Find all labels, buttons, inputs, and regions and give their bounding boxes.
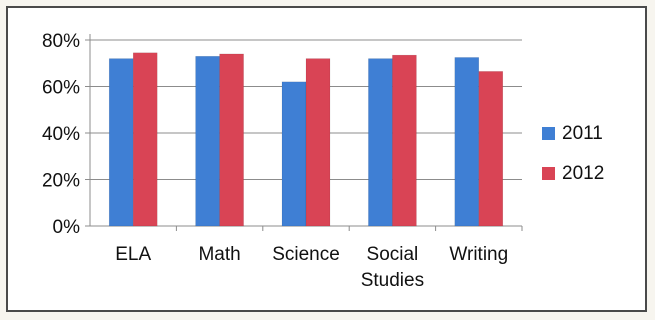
y-tick-label: 40% bbox=[42, 124, 80, 145]
x-axis-category-labels: ELA Math Science Social Studies Writing bbox=[115, 244, 508, 291]
legend-swatch-2011 bbox=[542, 127, 555, 140]
x-category-label: Science bbox=[272, 244, 340, 265]
bar-2012-writing bbox=[478, 71, 504, 227]
bars bbox=[108, 52, 504, 227]
x-category-label: Writing bbox=[449, 244, 508, 265]
y-tick-label: 60% bbox=[42, 78, 80, 99]
x-category-label: Social bbox=[367, 244, 419, 265]
x-category-label: Math bbox=[198, 244, 240, 265]
y-tick-label: 20% bbox=[42, 171, 80, 192]
chart-frame: 0% 20% 40% 60% 80% ELA Math Science Social Studi… bbox=[6, 6, 647, 312]
bar-2012-science bbox=[305, 58, 331, 227]
bar-2011-science bbox=[281, 81, 307, 227]
bar-2011-ela bbox=[108, 58, 134, 227]
y-tick-label: 80% bbox=[42, 31, 80, 52]
legend: 2011 2012 bbox=[542, 123, 604, 184]
bar-2012-ela bbox=[132, 52, 158, 227]
bar-2012-social-studies bbox=[392, 54, 417, 227]
legend-swatch-2012 bbox=[542, 167, 555, 180]
x-category-label: Studies bbox=[361, 270, 424, 291]
bar-2011-math bbox=[195, 56, 220, 227]
bar-chart: 0% 20% 40% 60% 80% ELA Math Science Social Studi… bbox=[42, 31, 604, 291]
y-axis-tick-labels: 0% 20% 40% 60% 80% bbox=[42, 31, 80, 238]
x-category-label: ELA bbox=[115, 244, 151, 265]
bar-2011-writing bbox=[454, 57, 480, 227]
legend-label-2011: 2011 bbox=[562, 123, 603, 144]
bar-2012-math bbox=[219, 53, 244, 227]
legend-label-2012: 2012 bbox=[562, 163, 604, 184]
bar-2011-social-studies bbox=[368, 58, 393, 227]
y-tick-label: 0% bbox=[53, 217, 81, 238]
